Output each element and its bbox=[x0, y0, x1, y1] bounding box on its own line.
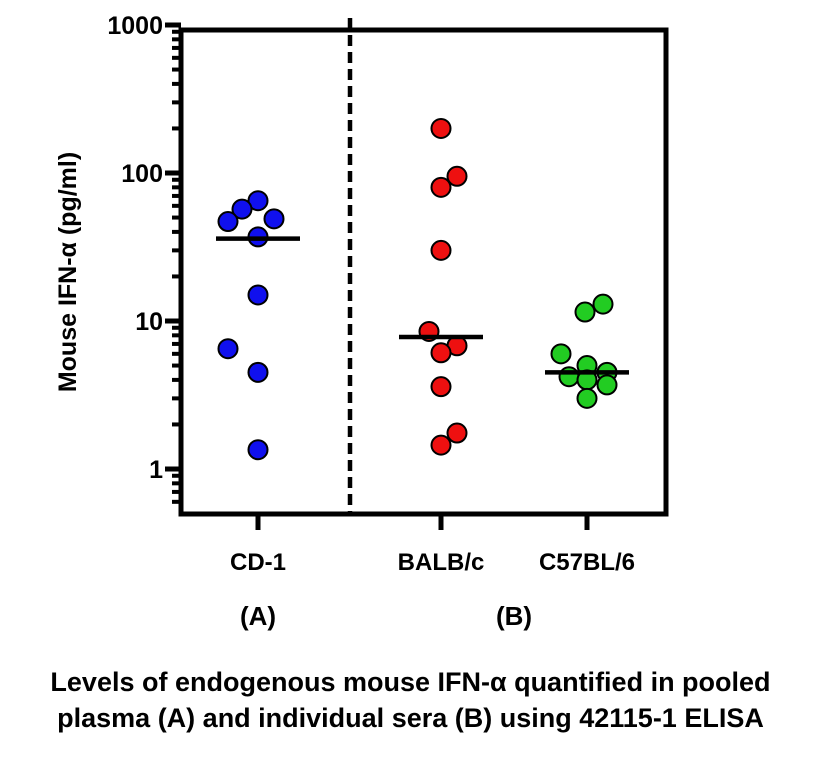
y-axis-title: Mouse IFN-α (pg/ml) bbox=[54, 152, 82, 392]
x-category-label: CD-1 bbox=[230, 549, 286, 576]
y-tick-label: 1 bbox=[149, 456, 163, 484]
data-point bbox=[446, 422, 468, 444]
data-point bbox=[217, 338, 239, 360]
data-point bbox=[574, 301, 596, 323]
figure-caption: Levels of endogenous mouse IFN-α quantif… bbox=[0, 664, 821, 736]
y-tick-label: 10 bbox=[135, 308, 163, 336]
scatter-chart: 1 10 100 1000 CD-1 BALB/c C57BL/6 (A) (B) Mous… bbox=[54, 12, 669, 631]
data-point bbox=[596, 374, 618, 396]
group-label: (B) bbox=[496, 601, 532, 631]
data-point bbox=[550, 343, 572, 365]
data-points bbox=[217, 117, 618, 461]
data-point bbox=[576, 387, 598, 409]
caption-line-1: Levels of endogenous mouse IFN-α quantif… bbox=[50, 667, 771, 697]
group-labels: (A) (B) bbox=[240, 601, 532, 631]
x-category-label: C57BL/6 bbox=[539, 549, 635, 576]
y-tick-label: 100 bbox=[121, 160, 163, 188]
group-label: (A) bbox=[240, 601, 276, 631]
data-point bbox=[247, 361, 269, 383]
data-point bbox=[247, 284, 269, 306]
y-tick-labels: 1 10 100 1000 bbox=[107, 12, 163, 484]
data-point bbox=[446, 165, 468, 187]
data-point bbox=[247, 439, 269, 461]
y-tick-label: 1000 bbox=[107, 12, 163, 40]
data-point bbox=[430, 342, 452, 364]
data-point bbox=[430, 239, 452, 261]
data-point bbox=[430, 176, 452, 198]
data-point bbox=[217, 211, 239, 233]
data-point bbox=[430, 434, 452, 456]
caption-line-2: plasma (A) and individual sera (B) using… bbox=[57, 703, 764, 733]
data-point bbox=[430, 376, 452, 398]
data-point bbox=[430, 117, 452, 139]
x-category-ticks bbox=[255, 514, 590, 530]
y-major-ticks bbox=[165, 22, 181, 472]
data-point bbox=[231, 198, 253, 220]
x-category-label: BALB/c bbox=[398, 549, 485, 576]
plot-frame bbox=[178, 27, 669, 517]
median-lines bbox=[216, 236, 629, 375]
x-category-labels: CD-1 BALB/c C57BL/6 bbox=[230, 549, 635, 576]
data-point bbox=[592, 293, 614, 315]
data-point bbox=[247, 190, 269, 212]
data-point bbox=[263, 208, 285, 230]
